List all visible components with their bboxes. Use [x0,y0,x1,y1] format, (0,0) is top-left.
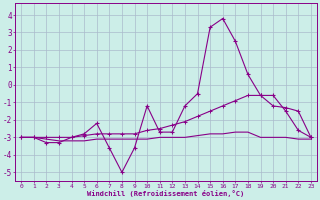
X-axis label: Windchill (Refroidissement éolien,°C): Windchill (Refroidissement éolien,°C) [87,190,244,197]
